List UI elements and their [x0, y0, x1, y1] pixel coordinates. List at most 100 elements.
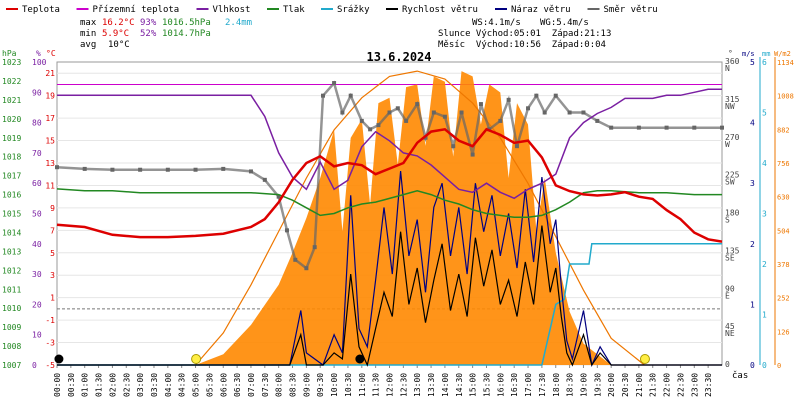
- pct-tick-10: 0: [32, 361, 37, 370]
- time-tick-23: 11:30: [372, 373, 381, 397]
- stats-ws: WS:4.1m/s: [472, 18, 521, 28]
- ms-tick-3: 2: [750, 240, 755, 249]
- sun-marker-1: [639, 354, 650, 364]
- time-tick-17: 08:30: [289, 373, 298, 397]
- legend-label-2: Vlhkost: [213, 5, 251, 15]
- pct-tick-2: 80: [32, 119, 42, 128]
- stats-hum-min: 52%: [140, 29, 157, 39]
- ms-tick-0: 5: [750, 58, 755, 67]
- pct-tick-3: 70: [32, 149, 42, 158]
- dir-tick-7: SW: [725, 178, 735, 187]
- legend-label-1: Přízemní teplota: [93, 5, 180, 15]
- c-tick-5: 11: [45, 181, 55, 190]
- pct-tick-4: 60: [32, 179, 42, 188]
- wm2-tick-4: 630: [777, 194, 790, 202]
- ms-tick-4: 1: [750, 300, 755, 309]
- stats-temp-max: 16.2°C: [102, 18, 135, 28]
- mm-tick-0: 6: [762, 58, 767, 67]
- temperature-line: [56, 127, 723, 243]
- theoretical-solar-line: [195, 70, 645, 366]
- time-tick-28: 14:00: [441, 373, 450, 397]
- time-tick-43: 21:30: [649, 373, 658, 397]
- mm-tick-5: 1: [762, 311, 767, 320]
- x-axis-label: čas: [732, 370, 748, 381]
- hpa-tick-6: 1017: [2, 172, 21, 181]
- time-tick-21: 10:30: [344, 373, 353, 397]
- legend-label-4: Srážky: [337, 5, 370, 15]
- c-tick-0: 21: [45, 69, 55, 78]
- dir-axis-label: °: [728, 49, 733, 58]
- c-tick-4: 13: [45, 159, 55, 168]
- time-tick-4: 02:00: [108, 373, 117, 397]
- legend-label-0: Teplota: [22, 5, 60, 15]
- time-tick-20: 10:00: [330, 373, 339, 397]
- stats-wg: WG:5.4m/s: [540, 18, 589, 28]
- stats-press-min: 1014.7hPa: [162, 29, 211, 39]
- hpa-tick-10: 1013: [2, 247, 21, 256]
- legend-label-5: Rychlost větru: [402, 5, 478, 15]
- moon-marker-0: [54, 354, 64, 364]
- hpa-tick-8: 1015: [2, 210, 21, 219]
- wind-speed-line: [57, 225, 722, 367]
- time-tick-37: 18:30: [566, 373, 575, 397]
- pct-tick-7: 30: [32, 270, 42, 279]
- time-tick-0: 00:00: [53, 373, 62, 397]
- time-tick-42: 21:00: [635, 373, 644, 397]
- hpa-tick-12: 1011: [2, 285, 21, 294]
- time-tick-14: 07:00: [247, 373, 256, 397]
- ms-tick-5: 0: [750, 361, 755, 370]
- wm2-tick-0: 1134: [777, 59, 794, 67]
- ms-tick-2: 3: [750, 179, 755, 188]
- dir-tick-8: 180: [725, 209, 740, 218]
- stats-max-label: max: [80, 18, 97, 28]
- wm2-tick-3: 756: [777, 160, 790, 168]
- time-tick-33: 16:30: [510, 373, 519, 397]
- time-tick-22: 11:00: [358, 373, 367, 397]
- legend: Teplota Přízemní teplota Vlhkost Tlak Srážky…: [6, 5, 658, 15]
- time-tick-19: 09:30: [316, 373, 325, 397]
- pct-tick-9: 10: [32, 331, 42, 340]
- pct-tick-8: 20: [32, 300, 42, 309]
- pct-axis-label: %: [36, 49, 41, 58]
- hpa-tick-2: 1021: [2, 96, 21, 105]
- time-tick-38: 19:00: [579, 373, 588, 397]
- time-tick-29: 14:30: [455, 373, 464, 397]
- hpa-tick-16: 1007: [2, 361, 21, 370]
- stats-hum-max: 93%: [140, 18, 157, 28]
- dir-tick-1: N: [725, 64, 730, 73]
- stats-moon: Měsíc Východ:10:56 Západ:0:04: [438, 40, 606, 50]
- dir-tick-9: S: [725, 216, 730, 225]
- dir-tick-15: NE: [725, 329, 735, 338]
- pressure-line: [56, 188, 722, 219]
- dir-tick-4: 270: [725, 133, 740, 142]
- mm-tick-3: 3: [762, 210, 767, 219]
- dir-tick-5: W: [725, 140, 730, 149]
- hpa-tick-9: 1014: [2, 228, 21, 237]
- precipitation-line: [57, 243, 722, 366]
- hpa-tick-14: 1009: [2, 323, 21, 332]
- sun-marker-0: [191, 354, 202, 364]
- time-tick-34: 17:00: [524, 373, 533, 397]
- moon-marker-1: [355, 354, 365, 364]
- time-tick-25: 12:30: [399, 373, 408, 397]
- time-tick-9: 04:30: [178, 373, 187, 397]
- c-tick-13: -5: [45, 361, 55, 370]
- time-tick-6: 03:00: [136, 373, 145, 397]
- hpa-tick-1: 1022: [2, 77, 21, 86]
- time-tick-18: 09:00: [302, 373, 311, 397]
- c-tick-7: 7: [50, 226, 55, 235]
- time-tick-12: 06:00: [219, 373, 228, 397]
- time-tick-47: 23:30: [704, 373, 713, 397]
- c-tick-6: 9: [50, 204, 55, 213]
- c-tick-9: 3: [50, 271, 55, 280]
- hpa-axis-label: hPa: [2, 49, 17, 58]
- ms-tick-1: 4: [750, 119, 755, 128]
- mm-axis-label: mm: [762, 50, 770, 58]
- stats-temp-min: 5.9°C: [102, 29, 129, 39]
- wm2-tick-8: 126: [777, 328, 790, 336]
- time-tick-27: 13:30: [427, 373, 436, 397]
- time-tick-10: 05:00: [192, 373, 201, 397]
- c-tick-10: 1: [50, 294, 55, 303]
- pct-tick-6: 40: [32, 240, 42, 249]
- mm-tick-6: 0: [762, 361, 767, 370]
